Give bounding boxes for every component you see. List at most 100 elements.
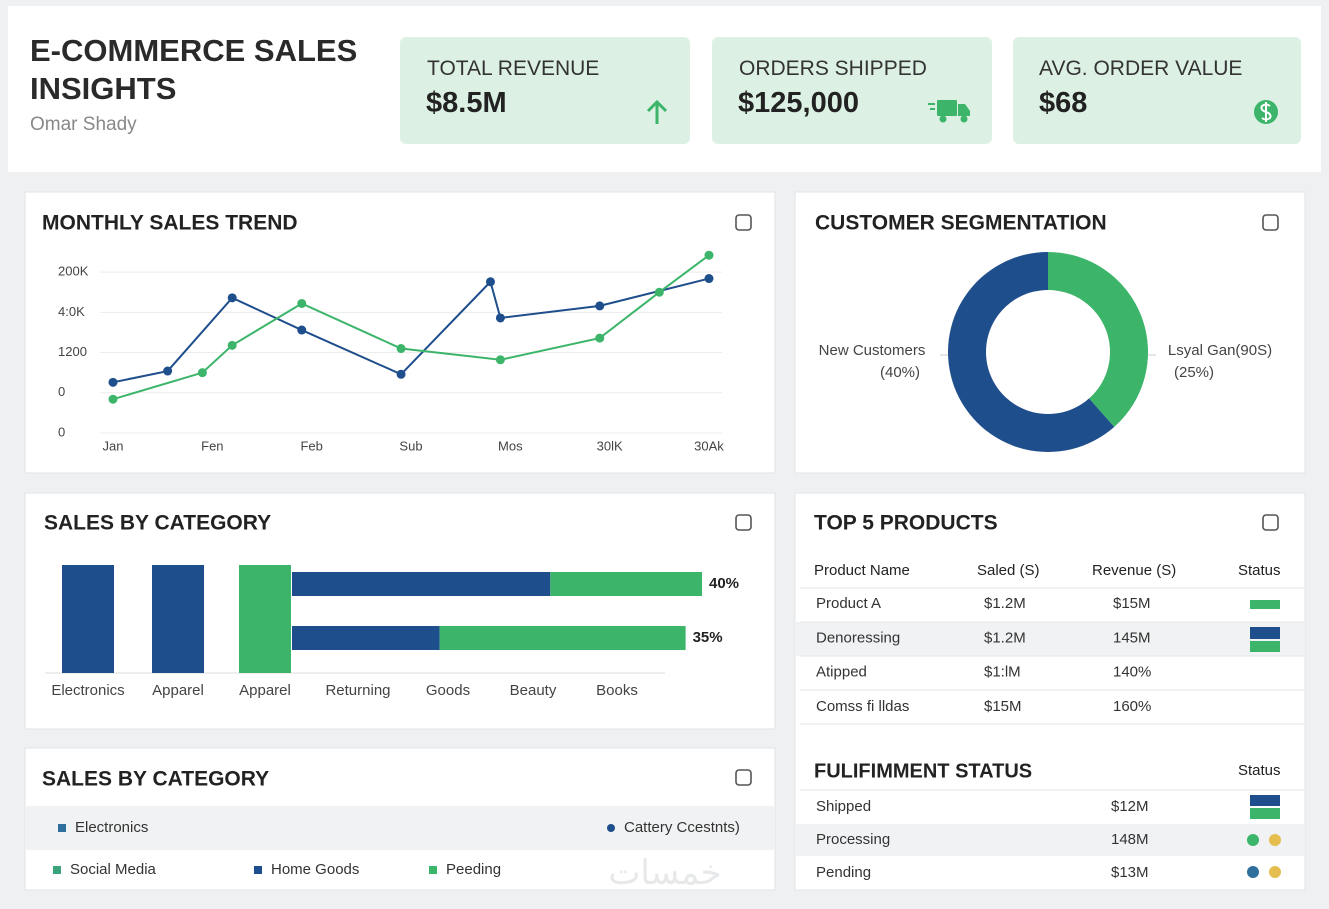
status-dot — [1269, 866, 1281, 878]
data-point — [108, 377, 118, 387]
x-tick-label: Apparel — [239, 682, 291, 699]
legend-label: Electronics — [75, 819, 148, 836]
x-tick-label: Fen — [201, 438, 223, 453]
status-dot — [1269, 834, 1281, 846]
donut-segment — [1048, 252, 1148, 427]
data-point — [297, 298, 307, 308]
x-tick-label: 30Ak — [694, 438, 724, 453]
table-cell: $13M — [1111, 864, 1149, 881]
table-cell: $12M — [1111, 798, 1149, 815]
legend-label: Social Media — [70, 861, 157, 878]
table-header: Product Name — [814, 562, 910, 579]
truck-icon — [928, 100, 970, 123]
panel-title: TOP 5 PRODUCTS — [814, 512, 998, 535]
table-cell: 148M — [1111, 831, 1149, 848]
status-bar — [1250, 600, 1280, 609]
bar-annotation: 35% — [693, 629, 723, 646]
panel-title: SALES BY CATEGORY — [44, 512, 271, 535]
data-point — [704, 274, 714, 284]
x-tick-label: Beauty — [510, 682, 557, 699]
data-point — [396, 369, 406, 379]
kpi-card — [712, 37, 992, 144]
legend-label: Peeding — [446, 861, 501, 878]
panel-title: SALES BY CATEGORY — [42, 768, 269, 791]
table-cell: $15M — [1113, 595, 1151, 612]
stacked-bar-segment — [292, 572, 551, 596]
table-header: Revenue (S) — [1092, 562, 1176, 579]
table-cell: $1.2M — [984, 595, 1026, 612]
stacked-bar-segment — [292, 626, 440, 650]
bar — [152, 565, 204, 673]
panel — [24, 191, 776, 474]
table-cell: $15M — [984, 698, 1022, 715]
data-point — [396, 344, 406, 354]
legend-marker — [53, 866, 61, 874]
x-tick-label: Books — [596, 682, 638, 699]
legend-marker — [429, 866, 437, 874]
truck-cab — [958, 104, 970, 116]
row-band — [796, 824, 1304, 856]
panel-menu-icon[interactable] — [1262, 214, 1279, 231]
segment-value-label: (25%) — [1174, 364, 1214, 381]
table-cell: $1.2M — [984, 629, 1026, 646]
panel-title: MONTHLY SALES TREND — [42, 212, 298, 235]
y-tick-label: 0 — [58, 384, 65, 399]
panel-menu-icon[interactable] — [1262, 514, 1279, 531]
data-point — [227, 293, 237, 303]
x-tick-label: Apparel — [152, 682, 204, 699]
status-dot — [1247, 834, 1259, 846]
truck-wheel — [960, 115, 968, 123]
x-tick-label: 30lK — [597, 438, 623, 453]
data-point — [227, 340, 237, 350]
kpi-value: $8.5M — [426, 87, 507, 119]
table-cell: 160% — [1113, 698, 1151, 715]
y-tick-label: 4:0K — [58, 304, 85, 319]
data-point — [108, 394, 118, 404]
stacked-bar-segment — [439, 626, 686, 650]
x-tick-label: Electronics — [51, 682, 124, 699]
truck-body — [937, 100, 957, 116]
legend-marker — [58, 824, 66, 832]
legend-marker — [254, 866, 262, 874]
y-tick-label: 200K — [58, 264, 89, 279]
legend-label: Cattery Ccestnts) — [624, 819, 740, 836]
table-cell: Denoressing — [816, 629, 900, 646]
panel-menu-icon[interactable] — [735, 514, 752, 531]
legend-label: Home Goods — [271, 861, 359, 878]
table-header: Status — [1238, 762, 1281, 779]
x-tick-label: Jan — [103, 438, 124, 453]
data-point — [495, 355, 505, 365]
data-point — [485, 277, 495, 287]
data-point — [704, 250, 714, 260]
dashboard-subtitle: Omar Shady — [30, 114, 137, 135]
panel — [24, 492, 776, 730]
kpi-value: $125,000 — [738, 87, 859, 119]
panel-menu-icon[interactable] — [735, 769, 752, 786]
panel-menu-icon[interactable] — [735, 214, 752, 231]
speed-line — [930, 108, 935, 110]
status-bar — [1250, 641, 1280, 652]
table-cell: 145M — [1113, 629, 1151, 646]
panel-icons — [735, 214, 1279, 786]
x-tick-label: Goods — [426, 682, 470, 699]
legend-marker — [607, 824, 615, 832]
table-cell: Processing — [816, 831, 890, 848]
arrow-icon — [646, 99, 668, 124]
watermark: خمسات — [608, 854, 721, 892]
panel — [794, 492, 1306, 891]
table-cell: Product A — [816, 595, 881, 612]
row-band — [25, 806, 775, 850]
y-tick-label: 0 — [58, 424, 65, 439]
x-tick-label: Feb — [300, 438, 322, 453]
segment-value-label: (40%) — [880, 364, 920, 381]
table-cell: Shipped — [816, 798, 871, 815]
kpi-label: AVG. ORDER VALUE — [1039, 57, 1243, 80]
x-tick-label: Sub — [399, 438, 422, 453]
row-band — [796, 622, 1304, 656]
dollar-glyph — [1260, 102, 1272, 122]
stacked-bar-segment — [550, 572, 702, 596]
kpi-label: ORDERS SHIPPED — [739, 57, 927, 80]
